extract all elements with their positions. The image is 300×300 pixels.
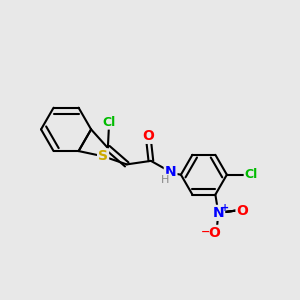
Text: O: O — [142, 129, 154, 143]
Text: Cl: Cl — [102, 116, 116, 129]
Text: H: H — [160, 175, 169, 185]
Text: Cl: Cl — [245, 168, 258, 181]
Text: −: − — [201, 226, 210, 236]
Text: N: N — [165, 165, 176, 179]
Text: S: S — [98, 149, 108, 163]
Text: +: + — [221, 202, 229, 213]
Text: O: O — [236, 203, 248, 218]
Text: O: O — [208, 226, 220, 240]
Text: N: N — [212, 206, 224, 220]
